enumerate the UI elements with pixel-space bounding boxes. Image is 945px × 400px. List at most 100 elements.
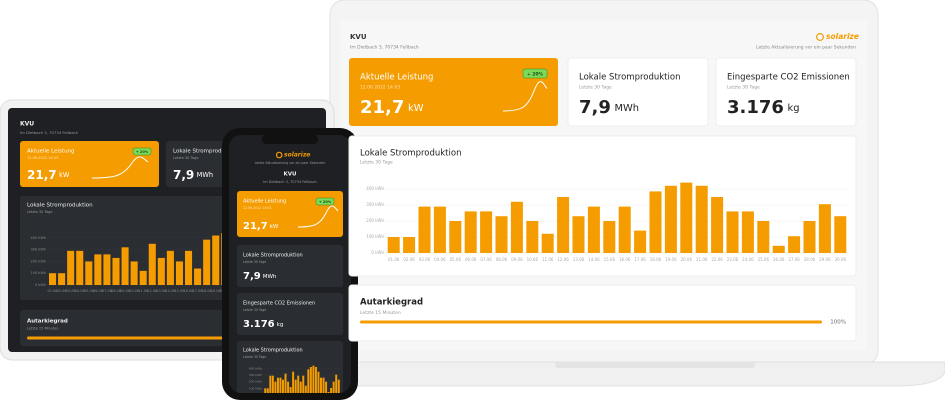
bar	[166, 250, 174, 285]
bar	[803, 221, 816, 253]
bar	[418, 206, 431, 253]
y-tick-label: 400 kWh	[366, 186, 384, 191]
y-tick-label: 200 kWh	[366, 218, 384, 223]
bar	[307, 369, 310, 393]
bar	[85, 261, 93, 285]
y-tick-label: 300 kWh	[366, 202, 384, 207]
x-tick-label: 06.06	[465, 257, 477, 262]
value-number: 21,7	[243, 221, 268, 232]
bar	[335, 374, 338, 393]
bar	[184, 250, 193, 285]
value-number: 7,9	[173, 168, 194, 182]
x-tick-label: 19.06	[665, 257, 677, 262]
bar	[330, 388, 333, 393]
bar	[94, 254, 102, 285]
x-tick-label: 11.06	[542, 257, 554, 262]
x-tick-label: 17.06	[634, 257, 646, 262]
value-unit: kW	[408, 103, 424, 114]
logo: solarize	[284, 152, 310, 159]
bar	[194, 268, 202, 285]
logo-icon	[816, 33, 824, 41]
x-tick-label: 11.06	[138, 289, 148, 293]
chart-subtitle: Letzte 30 Tage	[360, 160, 393, 166]
y-tick-label: 200 kWh	[31, 259, 47, 263]
x-tick-label: 20.06	[681, 257, 693, 262]
laptop-content: KVU Im Dietbach 3, 70734 Fellbach solarize…	[348, 32, 859, 342]
bar	[297, 375, 300, 393]
updated-text: Letzte Aktualisierung vor ein paar Sekun…	[756, 45, 856, 51]
sparkline	[91, 156, 149, 179]
card	[237, 293, 343, 335]
x-tick-label: 24.06	[742, 257, 754, 262]
card-title: Lokale Stromproduktion	[243, 253, 303, 259]
bar	[695, 185, 708, 253]
bar	[618, 206, 631, 253]
card-value: 21,7 kW	[243, 221, 279, 232]
x-tick-label: 12.06	[147, 289, 157, 293]
x-tick-label: 01.06	[388, 257, 400, 262]
card-title: Eingesparte CO2 Emissionen	[727, 73, 850, 83]
bar	[726, 211, 739, 253]
y-tick-label: 300 kWh	[31, 248, 47, 252]
value-number: 21,7	[27, 168, 57, 182]
value-unit: kW	[270, 224, 279, 230]
laptop-notch	[555, 362, 755, 368]
chart-title: Lokale Stromproduktion	[27, 203, 93, 209]
x-tick-label: 17.06	[193, 289, 203, 293]
autarky-title: Autarkiegrad	[360, 298, 423, 308]
bar	[76, 250, 84, 285]
autarky-subtitle: Letzte 15 Minuten	[360, 310, 401, 316]
card-subtitle: Letzte 30 Tage	[243, 308, 266, 312]
card-subtitle: Letzte 30 Tage	[579, 85, 612, 91]
card-subtitle: 12.06.2022 14:03	[27, 156, 58, 160]
value-unit: MWh	[263, 274, 277, 280]
sparkline	[297, 205, 339, 228]
value-number: 3.176	[243, 319, 275, 330]
bar	[287, 381, 290, 393]
x-tick-label: 19.06	[211, 289, 221, 293]
x-tick-label: 09.06	[120, 289, 130, 293]
bar	[557, 197, 570, 253]
autarky-title: Autarkiegrad	[27, 319, 68, 325]
bar	[572, 216, 585, 253]
value-unit: MWh	[197, 171, 213, 179]
y-tick-label: 0 kWh	[371, 250, 384, 255]
bar	[289, 387, 292, 393]
chart-title: Lokale Stromproduktion	[360, 149, 461, 159]
bar	[48, 273, 57, 285]
phone-notch	[262, 135, 318, 144]
bar	[603, 221, 616, 253]
x-tick-label: 02.06	[403, 257, 415, 262]
x-tick-label: 15.06	[604, 257, 616, 262]
x-tick-label: 13.06	[156, 289, 166, 293]
x-tick-label: 30.06	[835, 257, 847, 262]
bar	[274, 381, 277, 393]
x-tick-label: 10.06	[129, 289, 139, 293]
card-subtitle: Letzte 30 Tage	[243, 260, 266, 264]
x-tick-label: 09.06	[511, 257, 523, 262]
bar	[314, 367, 317, 393]
bar	[526, 221, 539, 253]
x-tick-label: 03.06	[419, 257, 431, 262]
bar	[772, 245, 785, 253]
bar	[464, 211, 477, 253]
bar	[212, 235, 220, 285]
bar	[139, 270, 147, 285]
bar	[741, 211, 754, 253]
autarky-label: 100%	[830, 320, 846, 326]
bar	[282, 379, 284, 393]
bar	[664, 185, 677, 253]
x-tick-label: 03.06	[66, 289, 76, 293]
bar	[403, 237, 416, 253]
x-tick-label: 07.06	[102, 289, 112, 293]
header-title: KVU	[20, 121, 34, 128]
bar	[649, 191, 662, 253]
badge	[522, 68, 548, 79]
card-title: Aktuelle Leistung	[27, 149, 75, 155]
chart-subtitle: Letzte 30 Tage	[27, 210, 53, 214]
card-value: 21,7 kW	[27, 168, 70, 182]
x-tick-label: 02.06	[57, 289, 67, 293]
bar	[269, 375, 272, 393]
